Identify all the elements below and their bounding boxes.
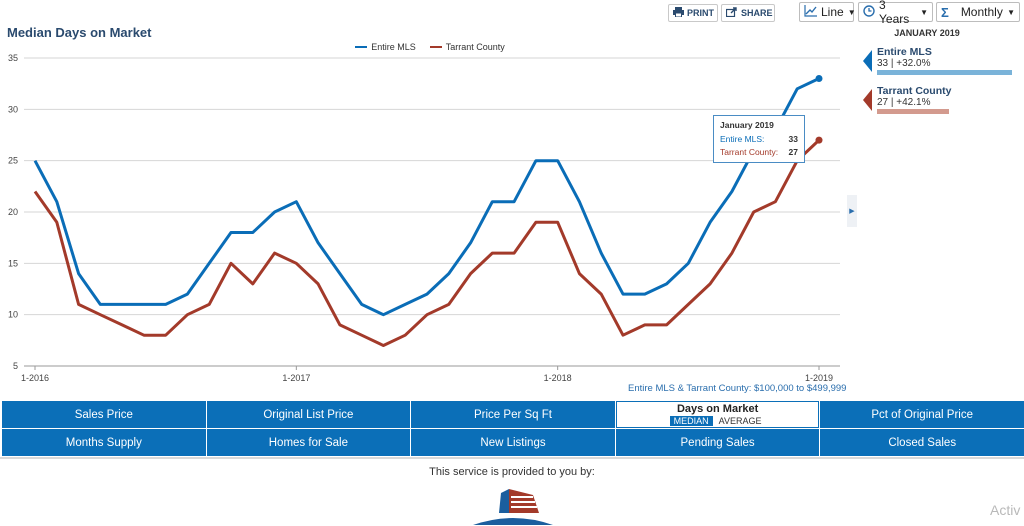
summary-bar <box>877 109 949 114</box>
legend-item-tarrant-county[interactable]: Tarrant County <box>429 42 505 52</box>
x-tick-label: 1-2017 <box>282 373 310 383</box>
summary-detail: 33 | +32.0% <box>877 58 931 69</box>
line-chart: 5 10 15 20 25 30 35 1-2016 1-2017 1-2018 1-2019 <box>8 53 840 383</box>
summary-name: Tarrant County <box>877 85 952 97</box>
tooltip-value: 27 <box>788 147 798 157</box>
interval-select[interactable]: Σ Monthly ▼ <box>936 2 1020 22</box>
print-label: PRINT <box>687 8 714 18</box>
legend-item-entire-mls[interactable]: Entire MLS <box>355 42 416 52</box>
chevron-down-icon: ▼ <box>1007 7 1015 17</box>
tab-closed-sales[interactable]: Closed Sales <box>820 429 1024 456</box>
page-title: Median Days on Market <box>7 25 152 40</box>
line-chart-icon <box>804 4 817 20</box>
legend-label: Entire MLS <box>371 42 416 52</box>
summary-item-entire-mls[interactable]: Entire MLS 33 | +32.0% <box>858 46 1024 75</box>
tab-original-list-price[interactable]: Original List Price <box>206 401 411 428</box>
legend-label: Tarrant County <box>445 42 505 52</box>
timespan-value: 3 Years <box>879 0 910 26</box>
print-button[interactable]: PRINT <box>668 4 718 22</box>
panel-heading: JANUARY 2019 <box>894 28 960 38</box>
footer-divider <box>0 457 1024 459</box>
tab-days-on-market[interactable]: Days on Market MEDIAN AVERAGE <box>615 401 820 428</box>
sigma-icon: Σ <box>941 4 949 20</box>
tab-homes-for-sale[interactable]: Homes for Sale <box>206 429 411 456</box>
summary-item-tarrant-county[interactable]: Tarrant County 27 | +42.1% <box>858 85 1024 114</box>
pointer-arrow-icon <box>863 50 872 72</box>
series-endpoint <box>815 75 823 83</box>
chevron-right-icon: ▶ <box>849 208 855 215</box>
summary-bar <box>877 70 1012 75</box>
provided-by-text: This service is provided to you by: <box>429 466 595 478</box>
share-icon <box>725 7 738 19</box>
tooltip-label: Entire MLS: <box>720 134 765 144</box>
y-tick-label: 20 <box>8 207 18 217</box>
y-tick-label: 5 <box>13 361 18 371</box>
series-line-tarrant-county <box>33 139 821 347</box>
tab-pending-sales[interactable]: Pending Sales <box>615 429 820 456</box>
tab-price-per-sq-ft[interactable]: Price Per Sq Ft <box>411 401 615 428</box>
summary-panel: JANUARY 2019 Entire MLS 33 | +32.0% Tarr… <box>858 28 1024 124</box>
y-tick-label: 35 <box>8 53 18 63</box>
y-tick-label: 10 <box>8 310 18 320</box>
company-logo <box>473 483 553 526</box>
share-button[interactable]: SHARE <box>721 4 775 22</box>
y-tick-label: 25 <box>8 156 18 166</box>
median-toggle[interactable]: MEDIAN <box>669 416 713 426</box>
activation-watermark: Activ <box>990 502 1021 518</box>
tab-sales-price[interactable]: Sales Price <box>2 401 206 428</box>
tooltip-title: January 2019 <box>720 120 774 130</box>
x-tick-label: 1-2016 <box>21 373 49 383</box>
chart-legend: Entire MLS Tarrant County <box>0 42 850 52</box>
collapse-panel-button[interactable]: ▶ <box>847 195 857 227</box>
tooltip-value: 33 <box>788 134 798 144</box>
summary-name: Entire MLS <box>877 46 932 58</box>
tab-pct-of-original-price[interactable]: Pct of Original Price <box>820 401 1024 428</box>
tab-label: Days on Market <box>676 403 759 415</box>
x-tick-label: 1-2019 <box>805 373 833 383</box>
tooltip-label: Tarrant County: <box>720 147 779 157</box>
legend-swatch <box>355 46 368 48</box>
y-tick-label: 15 <box>8 258 18 268</box>
price-range-note: Entire MLS & Tarrant County: $100,000 to… <box>628 383 847 394</box>
summary-detail: 27 | +42.1% <box>877 97 931 108</box>
pointer-arrow-icon <box>863 89 872 111</box>
y-tick-label: 30 <box>8 104 18 114</box>
chevron-down-icon: ▼ <box>920 7 928 17</box>
interval-value: Monthly <box>960 5 1003 19</box>
series-endpoint <box>815 136 823 144</box>
series-line-entire-mls <box>33 77 820 317</box>
chart-type-value: Line <box>821 5 844 19</box>
metric-tabs: Sales Price Original List Price Price Pe… <box>2 401 1024 456</box>
chart-tooltip: January 2019 Entire MLS: 33 Tarrant Coun… <box>713 115 805 163</box>
timespan-select[interactable]: 3 Years ▼ <box>858 0 933 26</box>
tab-new-listings[interactable]: New Listings <box>411 429 615 456</box>
tab-months-supply[interactable]: Months Supply <box>2 429 206 456</box>
clock-icon <box>863 4 875 20</box>
chart-type-select[interactable]: Line ▼ <box>799 2 856 22</box>
legend-swatch <box>429 46 442 48</box>
printer-icon <box>673 7 684 19</box>
share-label: SHARE <box>741 8 773 18</box>
average-toggle[interactable]: AVERAGE <box>718 416 762 426</box>
chevron-down-icon: ▼ <box>847 7 856 17</box>
x-tick-label: 1-2018 <box>544 373 572 383</box>
